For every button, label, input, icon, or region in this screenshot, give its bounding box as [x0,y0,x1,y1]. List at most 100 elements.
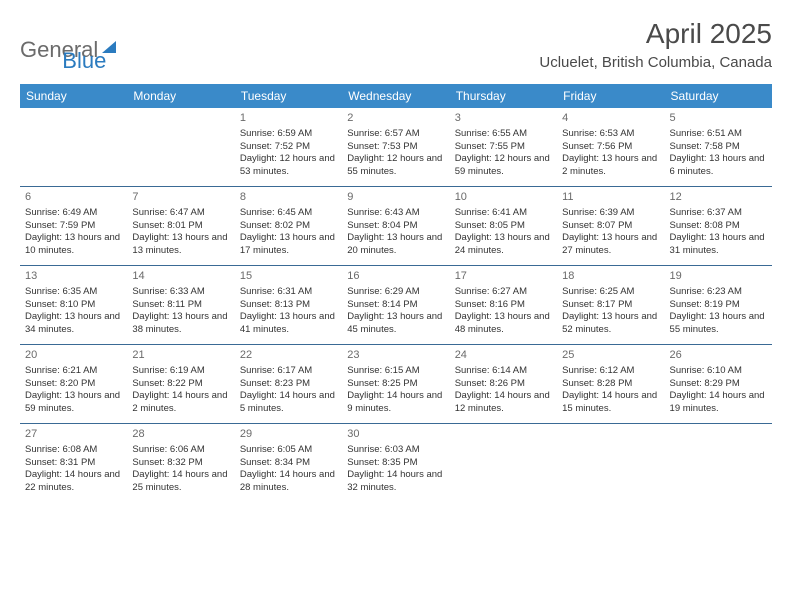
daylight-text: Daylight: 12 hours and 55 minutes. [347,153,444,179]
week-row: 20Sunrise: 6:21 AMSunset: 8:20 PMDayligh… [20,344,772,423]
daylight-text: Daylight: 14 hours and 12 minutes. [455,390,552,416]
day-cell: 3Sunrise: 6:55 AMSunset: 7:55 PMDaylight… [450,108,557,186]
day-cell: 15Sunrise: 6:31 AMSunset: 8:13 PMDayligh… [235,266,342,344]
logo: General Blue [20,18,106,74]
daylight-text: Daylight: 13 hours and 6 minutes. [670,153,767,179]
month-title: April 2025 [539,18,772,50]
day-cell: 1Sunrise: 6:59 AMSunset: 7:52 PMDaylight… [235,108,342,186]
weekday-friday: Friday [557,84,664,108]
day-cell: 6Sunrise: 6:49 AMSunset: 7:59 PMDaylight… [20,187,127,265]
sunrise-text: Sunrise: 6:49 AM [25,207,122,220]
day-cell: 22Sunrise: 6:17 AMSunset: 8:23 PMDayligh… [235,345,342,423]
day-cell: 10Sunrise: 6:41 AMSunset: 8:05 PMDayligh… [450,187,557,265]
day-cell: 23Sunrise: 6:15 AMSunset: 8:25 PMDayligh… [342,345,449,423]
daylight-text: Daylight: 12 hours and 59 minutes. [455,153,552,179]
sunset-text: Sunset: 8:22 PM [132,378,229,391]
sunrise-text: Sunrise: 6:39 AM [562,207,659,220]
day-number: 16 [347,269,444,284]
daylight-text: Daylight: 13 hours and 45 minutes. [347,311,444,337]
daylight-text: Daylight: 13 hours and 2 minutes. [562,153,659,179]
day-cell: 5 Sunrise: 6:51 AMSunset: 7:58 PMDaylight… [665,108,772,186]
sunrise-text: Sunrise: 6:03 AM [347,444,444,457]
week-row: 27Sunrise: 6:08 AMSunset: 8:31 PMDayligh… [20,423,772,502]
day-number: 15 [240,269,337,284]
sunset-text: Sunset: 7:53 PM [347,141,444,154]
sunset-text: Sunset: 8:32 PM [132,457,229,470]
sunrise-text: Sunrise: 6:17 AM [240,365,337,378]
week-row: 6Sunrise: 6:49 AMSunset: 7:59 PMDaylight… [20,186,772,265]
day-number: 7 [132,190,229,205]
sunrise-text: Sunrise: 6:35 AM [25,286,122,299]
sunset-text: Sunset: 8:20 PM [25,378,122,391]
day-cell: 17Sunrise: 6:27 AMSunset: 8:16 PMDayligh… [450,266,557,344]
day-number: 26 [670,348,767,363]
sunrise-text: Sunrise: 6:51 AM [670,128,767,141]
daylight-text: Daylight: 14 hours and 22 minutes. [25,469,122,495]
day-number: 19 [670,269,767,284]
sunrise-text: Sunrise: 6:41 AM [455,207,552,220]
weekday-wednesday: Wednesday [342,84,449,108]
sunset-text: Sunset: 8:25 PM [347,378,444,391]
weekday-sunday: Sunday [20,84,127,108]
day-cell: 30Sunrise: 6:03 AMSunset: 8:35 PMDayligh… [342,424,449,502]
daylight-text: Daylight: 14 hours and 9 minutes. [347,390,444,416]
page-header: General Blue April 2025 Ucluelet, Britis… [20,18,772,74]
day-number: 29 [240,427,337,442]
title-block: April 2025 Ucluelet, British Columbia, C… [539,18,772,71]
sunset-text: Sunset: 8:02 PM [240,220,337,233]
sunrise-text: Sunrise: 6:15 AM [347,365,444,378]
sunrise-text: Sunrise: 6:19 AM [132,365,229,378]
daylight-text: Daylight: 13 hours and 34 minutes. [25,311,122,337]
sunset-text: Sunset: 8:16 PM [455,299,552,312]
sunrise-text: Sunrise: 6:31 AM [240,286,337,299]
day-number: 14 [132,269,229,284]
day-cell: 29Sunrise: 6:05 AMSunset: 8:34 PMDayligh… [235,424,342,502]
day-cell: 2Sunrise: 6:57 AMSunset: 7:53 PMDaylight… [342,108,449,186]
daylight-text: Daylight: 13 hours and 17 minutes. [240,232,337,258]
daylight-text: Daylight: 14 hours and 19 minutes. [670,390,767,416]
calendar: Sunday Monday Tuesday Wednesday Thursday… [20,84,772,502]
day-number: 3 [455,111,552,126]
sunset-text: Sunset: 8:04 PM [347,220,444,233]
daylight-text: Daylight: 12 hours and 53 minutes. [240,153,337,179]
daylight-text: Daylight: 14 hours and 25 minutes. [132,469,229,495]
daylight-text: Daylight: 13 hours and 55 minutes. [670,311,767,337]
sunset-text: Sunset: 7:58 PM [670,141,767,154]
day-cell: 26Sunrise: 6:10 AMSunset: 8:29 PMDayligh… [665,345,772,423]
sunrise-text: Sunrise: 6:47 AM [132,207,229,220]
sunrise-text: Sunrise: 6:23 AM [670,286,767,299]
sunset-text: Sunset: 8:34 PM [240,457,337,470]
sunrise-text: Sunrise: 6:12 AM [562,365,659,378]
week-row: 1Sunrise: 6:59 AMSunset: 7:52 PMDaylight… [20,108,772,186]
sunrise-text: Sunrise: 6:27 AM [455,286,552,299]
day-number: 9 [347,190,444,205]
sunset-text: Sunset: 8:01 PM [132,220,229,233]
sunrise-text: Sunrise: 6:55 AM [455,128,552,141]
week-row: 13Sunrise: 6:35 AMSunset: 8:10 PMDayligh… [20,265,772,344]
sunset-text: Sunset: 8:26 PM [455,378,552,391]
day-number: 22 [240,348,337,363]
weekday-monday: Monday [127,84,234,108]
day-number: 20 [25,348,122,363]
location-label: Ucluelet, British Columbia, Canada [539,54,772,71]
daylight-text: Daylight: 13 hours and 24 minutes. [455,232,552,258]
sunset-text: Sunset: 7:56 PM [562,141,659,154]
sunset-text: Sunset: 8:23 PM [240,378,337,391]
sunset-text: Sunset: 8:13 PM [240,299,337,312]
sunset-text: Sunset: 8:08 PM [670,220,767,233]
day-number: 27 [25,427,122,442]
daylight-text: Daylight: 14 hours and 2 minutes. [132,390,229,416]
sunrise-text: Sunrise: 6:10 AM [670,365,767,378]
daylight-text: Daylight: 13 hours and 20 minutes. [347,232,444,258]
day-cell: 19Sunrise: 6:23 AMSunset: 8:19 PMDayligh… [665,266,772,344]
sunrise-text: Sunrise: 6:53 AM [562,128,659,141]
daylight-text: Daylight: 13 hours and 27 minutes. [562,232,659,258]
sunset-text: Sunset: 8:28 PM [562,378,659,391]
weekday-tuesday: Tuesday [235,84,342,108]
sunrise-text: Sunrise: 6:57 AM [347,128,444,141]
day-number: 24 [455,348,552,363]
daylight-text: Daylight: 13 hours and 48 minutes. [455,311,552,337]
weekday-saturday: Saturday [665,84,772,108]
sunset-text: Sunset: 8:35 PM [347,457,444,470]
day-number: 5 [670,111,767,126]
